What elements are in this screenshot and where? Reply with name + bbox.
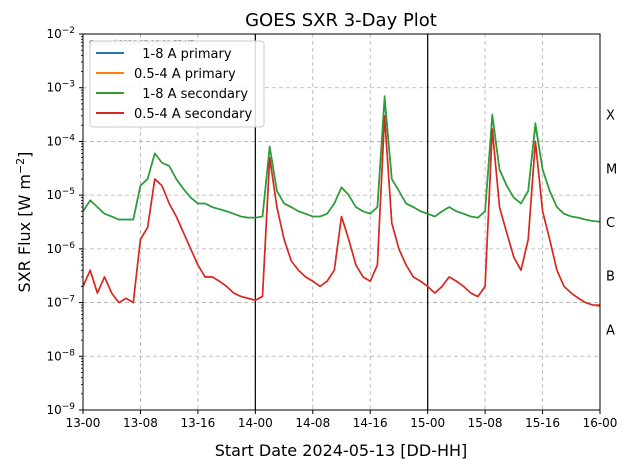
y-tick-base: 10	[46, 242, 61, 256]
series-line-4	[82, 115, 600, 306]
y-tick-label: 10−7	[46, 295, 75, 310]
y-tick-exponent: −2	[62, 26, 75, 36]
x-tick-label: 13-16	[180, 416, 215, 430]
chart-title: GOES SXR 3-Day Plot	[245, 10, 437, 31]
series-line-2	[82, 115, 601, 308]
flare-class-label: A	[606, 323, 615, 338]
flare-class-label: M	[606, 162, 617, 177]
legend-label: 0.5-4 A primary	[134, 67, 236, 82]
y-tick-base: 10	[46, 349, 61, 363]
flare-class-layer: A B C M X	[606, 109, 617, 339]
x-tick-label: 14-08	[295, 416, 330, 430]
y-axis-label-main: SXR Flux [W m	[15, 174, 34, 292]
x-tick-label: 15-00	[410, 416, 445, 430]
series-layer	[82, 95, 601, 308]
y-axis-label-sup: −2	[14, 158, 27, 174]
y-tick-label: 10−5	[46, 187, 75, 202]
legend: 1-8 A primary 0.5-4 A primary 1-8 A secon…	[89, 40, 265, 128]
y-tick-base: 10	[46, 403, 61, 417]
y-tick-label: 10−4	[46, 133, 75, 148]
y-tick-base: 10	[46, 188, 61, 202]
flare-class-label: C	[606, 216, 615, 231]
flare-class-label: B	[606, 270, 615, 285]
y-tick-exponent: −4	[62, 133, 76, 143]
flare-class-label: X	[606, 109, 615, 124]
x-tick-label: 14-16	[353, 416, 388, 430]
y-tick-label: 10−9	[46, 402, 75, 417]
x-tick-label: 14-00	[238, 416, 273, 430]
y-tick-base: 10	[46, 81, 61, 95]
x-tick-label: 13-08	[123, 416, 158, 430]
x-tick-layer: 13-00 13-08 13-16 14-00 14-08 14-16 15-00 15-08…	[66, 410, 618, 430]
legend-box	[89, 40, 265, 128]
plot-frame	[82, 33, 601, 411]
x-axis-label: Start Date 2024-05-13 [DD-HH]	[215, 441, 468, 460]
legend-label: 1-8 A secondary	[134, 87, 248, 102]
y-tick-base: 10	[46, 27, 61, 41]
x-tick-label: 15-16	[525, 416, 560, 430]
y-tick-exponent: −7	[62, 295, 75, 305]
y-tick-exponent: −5	[62, 187, 75, 197]
y-tick-base: 10	[46, 134, 61, 148]
y-tick-exponent: −9	[62, 402, 76, 412]
y-axis-label-close: ]	[15, 152, 34, 158]
y-tick-exponent: −6	[62, 241, 76, 251]
y-tick-label: 10−2	[46, 26, 75, 41]
y-tick-label: 10−6	[46, 241, 75, 256]
y-tick-layer: 10−910−810−710−610−510−410−310−2	[46, 26, 83, 417]
y-tick-label: 10−8	[46, 348, 75, 363]
y-tick-exponent: −8	[62, 348, 76, 358]
x-tick-label: 16-00	[583, 416, 618, 430]
legend-label: 0.5-4 A secondary	[134, 107, 252, 122]
y-axis-label: SXR Flux [W m−2]	[14, 152, 34, 293]
x-tick-label: 13-00	[66, 416, 101, 430]
y-tick-label: 10−3	[46, 80, 75, 95]
legend-items: 1-8 A primary 0.5-4 A primary 1-8 A secon…	[96, 47, 252, 122]
y-tick-base: 10	[46, 296, 61, 310]
legend-label: 1-8 A primary	[134, 47, 232, 62]
y-tick-exponent: −3	[62, 80, 75, 90]
x-tick-label: 15-08	[468, 416, 503, 430]
series-line-3	[82, 95, 601, 223]
